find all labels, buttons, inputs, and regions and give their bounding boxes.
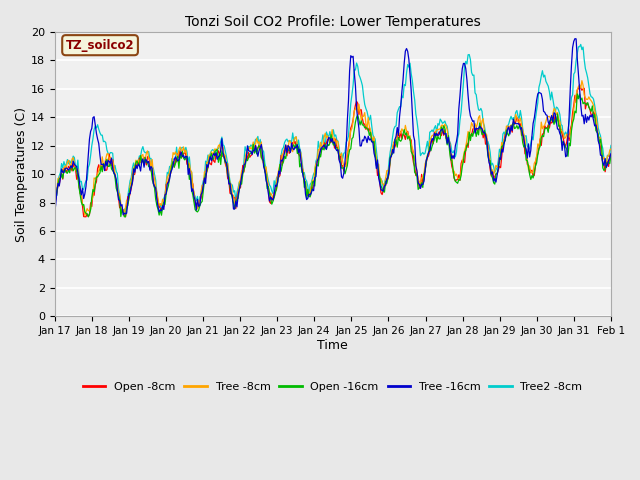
Tree2 -8cm: [390, 126, 397, 132]
Open -16cm: [84, 214, 92, 220]
Open -8cm: [225, 177, 233, 183]
Tree -16cm: [571, 36, 579, 42]
Open -16cm: [287, 148, 294, 154]
Tree -8cm: [461, 148, 468, 154]
Tree2 -8cm: [607, 143, 615, 148]
Open -16cm: [390, 145, 397, 151]
Open -8cm: [287, 149, 294, 155]
Tree -8cm: [578, 78, 586, 84]
Open -8cm: [607, 152, 615, 157]
Tree2 -8cm: [577, 42, 584, 48]
Tree2 -8cm: [557, 121, 565, 127]
Y-axis label: Soil Temperatures (C): Soil Temperatures (C): [15, 107, 28, 241]
Open -16cm: [557, 135, 565, 141]
Tree2 -8cm: [51, 192, 58, 197]
Open -16cm: [225, 175, 233, 180]
Tree -8cm: [390, 140, 397, 146]
Open -8cm: [364, 124, 371, 130]
Title: Tonzi Soil CO2 Profile: Lower Temperatures: Tonzi Soil CO2 Profile: Lower Temperatur…: [185, 15, 481, 29]
Open -8cm: [81, 214, 89, 220]
Line: Open -8cm: Open -8cm: [54, 85, 611, 217]
Tree -8cm: [364, 126, 371, 132]
Open -8cm: [576, 82, 584, 88]
Tree -16cm: [225, 181, 233, 187]
Open -8cm: [390, 140, 397, 145]
Tree -16cm: [461, 60, 468, 66]
Tree2 -8cm: [225, 171, 233, 177]
Line: Tree2 -8cm: Tree2 -8cm: [54, 45, 611, 211]
Tree -8cm: [81, 213, 89, 218]
Open -16cm: [364, 126, 371, 132]
Line: Open -16cm: Open -16cm: [54, 94, 611, 217]
Tree2 -8cm: [461, 62, 468, 68]
Open -8cm: [461, 160, 468, 166]
Text: TZ_soilco2: TZ_soilco2: [66, 39, 134, 52]
Tree2 -8cm: [119, 208, 127, 214]
Tree -16cm: [607, 151, 615, 156]
Tree -8cm: [607, 146, 615, 152]
Tree -16cm: [364, 140, 371, 145]
Open -16cm: [461, 149, 468, 155]
Tree -8cm: [287, 139, 294, 144]
Open -16cm: [573, 91, 581, 97]
Tree -8cm: [51, 193, 58, 199]
Tree -16cm: [390, 150, 397, 156]
Line: Tree -8cm: Tree -8cm: [54, 81, 611, 216]
Tree2 -8cm: [287, 138, 294, 144]
Tree -8cm: [557, 127, 565, 133]
Open -8cm: [51, 196, 58, 202]
Tree -16cm: [557, 133, 565, 139]
Tree -16cm: [51, 211, 58, 217]
Open -8cm: [557, 126, 565, 132]
Open -16cm: [51, 201, 58, 207]
Legend: Open -8cm, Tree -8cm, Open -16cm, Tree -16cm, Tree2 -8cm: Open -8cm, Tree -8cm, Open -16cm, Tree -…: [79, 377, 587, 396]
Tree -16cm: [119, 212, 127, 217]
Tree -8cm: [225, 174, 233, 180]
Open -16cm: [607, 153, 615, 158]
Tree -16cm: [287, 149, 294, 155]
X-axis label: Time: Time: [317, 339, 348, 352]
Tree2 -8cm: [364, 108, 371, 114]
Line: Tree -16cm: Tree -16cm: [54, 39, 611, 215]
